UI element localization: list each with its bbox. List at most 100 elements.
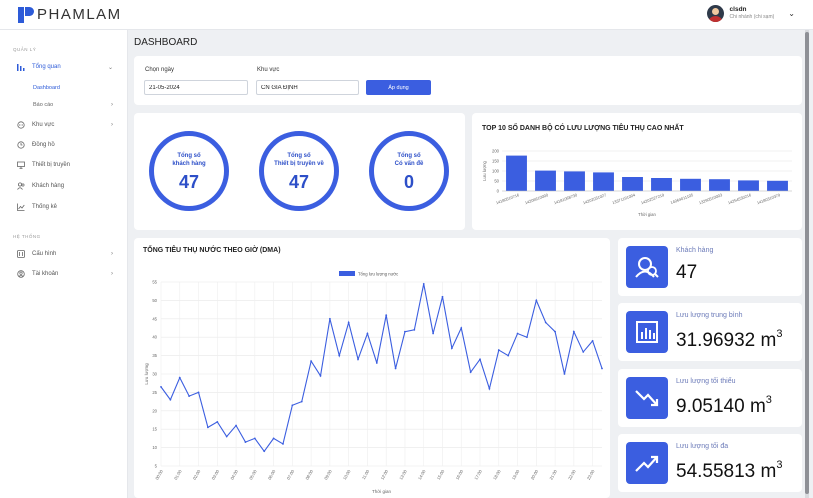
sidebar-item-account[interactable]: Tài khoản › <box>17 268 117 280</box>
apply-button[interactable]: Áp dụng <box>366 80 431 95</box>
top10-chart-card: TOP 10 SỐ DANH BỘ CÓ LƯU LƯỢNG TIÊU THỤ … <box>472 113 802 230</box>
data-point <box>441 295 444 298</box>
x-tick-label: 10:00 <box>342 468 352 480</box>
chevron-right-icon: › <box>111 271 113 277</box>
data-point <box>347 321 350 324</box>
brand-logo[interactable]: PHAMLAM <box>18 6 122 23</box>
stat-card-average-flow: Lưu lượng trung bình 31.96932 m3 <box>618 303 802 361</box>
data-point <box>207 426 209 429</box>
sidebar: QUẢN LÝ Tổng quan ⌄ Dashboard Báo cáo › … <box>0 30 128 498</box>
date-label: Chọn ngày <box>145 67 175 73</box>
date-input[interactable] <box>144 80 248 95</box>
stat-card-min-flow: Lưu lượng tối thiểu 9.05140 m3 <box>618 369 802 427</box>
bar-chart: 0 50 100 150 200 14180510716 14206610000 141810… <box>482 149 792 217</box>
data-point <box>582 351 585 353</box>
x-tick-label: 13290510003 <box>698 192 723 205</box>
section-label-manage: QUẢN LÝ <box>13 47 37 52</box>
bar <box>535 170 556 191</box>
data-point <box>554 330 556 333</box>
x-tick-label: 14254530216 <box>727 192 752 205</box>
x-tick-label: 23:00 <box>586 468 596 480</box>
sidebar-item-label: Cấu hình <box>32 251 57 257</box>
x-tick-label: 14:00 <box>417 468 427 480</box>
circle-label: Tổng số <box>287 153 311 159</box>
location-icon <box>17 121 25 129</box>
data-point <box>357 358 359 361</box>
data-point <box>469 371 472 374</box>
chevron-right-icon: › <box>111 102 113 108</box>
y-tick-label: 50 <box>494 179 499 184</box>
sidebar-item-label: Khu vực <box>32 122 55 128</box>
line-chart-icon <box>17 203 25 211</box>
x-tick-label: 07:00 <box>286 468 296 480</box>
y-tick-label: 25 <box>152 390 157 395</box>
user-menu[interactable]: clsdn Chi nhánh (chi sạm) ⌄ <box>706 5 795 22</box>
x-tick-label: 14202527219 <box>640 192 665 205</box>
x-tick-label: 17:00 <box>473 468 483 480</box>
circle-label: khách hàng <box>172 161 206 167</box>
sidebar-item-customers[interactable]: Khách hàng <box>17 180 117 192</box>
sidebar-item-reports[interactable]: Báo cáo › <box>33 100 117 110</box>
settings-icon <box>17 250 25 258</box>
circle-label: Thiết bị truyền về <box>274 161 324 167</box>
data-point <box>235 424 237 427</box>
y-tick-label: 100 <box>492 169 500 174</box>
data-point <box>572 330 575 333</box>
chevron-down-icon[interactable]: ⌄ <box>788 9 795 18</box>
y-tick-label: 45 <box>152 316 157 321</box>
data-point <box>404 330 406 333</box>
y-tick-label: 5 <box>155 464 158 469</box>
data-point <box>394 367 397 370</box>
page-title: DASHBOARD <box>134 37 198 48</box>
data-point <box>563 373 566 375</box>
data-point <box>310 360 313 363</box>
data-point <box>479 358 481 361</box>
data-point <box>328 317 331 320</box>
sidebar-item-overview[interactable]: Tổng quan ⌄ <box>17 61 117 73</box>
circle-value: 47 <box>178 172 200 192</box>
y-tick-label: 200 <box>492 149 500 154</box>
users-icon <box>17 182 25 190</box>
x-tick-label: 14064011105 <box>670 192 695 205</box>
sidebar-item-label: Thống kê <box>32 204 58 210</box>
data-point <box>375 362 378 364</box>
sidebar-item-area[interactable]: Khu vực › <box>17 119 117 131</box>
bar-chart-icon <box>17 63 25 71</box>
bar <box>767 180 788 191</box>
total-issues-circle: Tổng số Có vấn đề 0 <box>369 131 449 211</box>
area-label: Khu vực <box>257 67 280 73</box>
x-axis-label: Thời gian <box>638 212 656 217</box>
data-point <box>544 321 547 324</box>
sidebar-item-label: Tổng quan <box>32 64 61 70</box>
stat-value: 54.55813 m3 <box>676 459 783 482</box>
stat-label: Lưu lượng tối thiểu <box>676 378 736 385</box>
data-point <box>178 376 181 379</box>
sidebar-item-meter[interactable]: Đồng hồ <box>17 139 117 151</box>
y-tick-label: 150 <box>492 159 500 164</box>
page-scrollbar-thumb[interactable] <box>805 32 809 494</box>
sidebar-item-label: Khách hàng <box>32 183 65 189</box>
sidebar-item-statistics[interactable]: Thống kê <box>17 201 117 213</box>
area-select[interactable] <box>256 80 359 95</box>
sidebar-item-config[interactable]: Cấu hình › <box>17 248 117 260</box>
chart-title: TỔNG TIÊU THỤ NƯỚC THEO GIỜ (DMA) <box>143 247 281 254</box>
bar <box>593 172 614 191</box>
data-point <box>366 332 369 335</box>
data-point <box>460 327 463 329</box>
bar <box>564 171 585 191</box>
section-label-system: HỆ THỐNG <box>13 234 41 239</box>
user-role: Chi nhánh (chi sạm) <box>729 13 775 20</box>
data-point <box>282 443 284 445</box>
sidebar-item-label: Tài khoản <box>32 271 59 277</box>
data-point <box>188 395 191 397</box>
bar <box>709 179 730 191</box>
filter-card: Chọn ngày Khu vực <box>134 56 802 105</box>
sidebar-item-dashboard[interactable]: Dashboard <box>33 83 117 93</box>
avatar[interactable] <box>706 5 724 22</box>
sidebar-item-device[interactable]: Thiết bị truyền <box>17 159 117 171</box>
chevron-right-icon: › <box>111 251 113 257</box>
data-point <box>160 385 162 388</box>
data-point <box>497 349 500 351</box>
chart-title: TOP 10 SỐ DANH BỘ CÓ LƯU LƯỢNG TIÊU THỤ … <box>482 125 684 132</box>
bar <box>622 177 643 191</box>
